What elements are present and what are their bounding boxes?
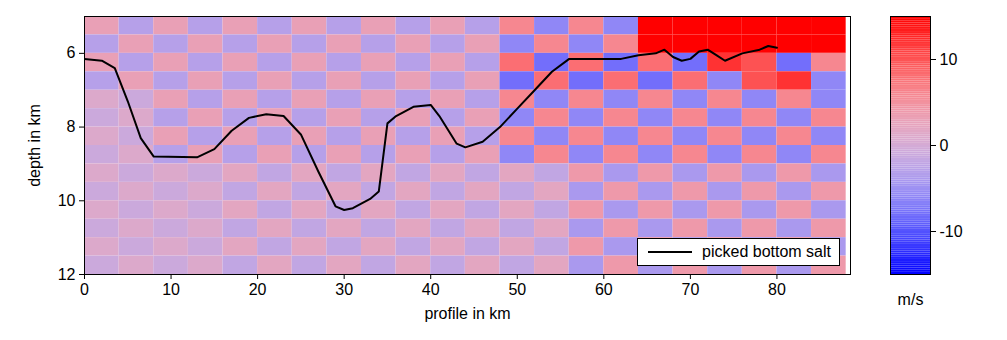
svg-text:10: 10 <box>940 51 958 68</box>
svg-text:m/s: m/s <box>898 291 924 308</box>
svg-text:50: 50 <box>508 281 526 298</box>
svg-text:depth in km: depth in km <box>26 104 43 187</box>
html-text:picked bottom salt: picked bottom salt <box>702 243 831 260</box>
svg-text:0: 0 <box>940 137 949 154</box>
svg-text:10: 10 <box>58 192 76 209</box>
svg-text:-10: -10 <box>940 223 963 240</box>
svg-text:40: 40 <box>422 281 440 298</box>
svg-text:70: 70 <box>681 281 699 298</box>
svg-text:profile in km: profile in km <box>424 305 510 322</box>
svg-text:6: 6 <box>67 44 76 61</box>
svg-text:80: 80 <box>768 281 786 298</box>
svg-text:0: 0 <box>80 281 89 298</box>
svg-text:60: 60 <box>595 281 613 298</box>
svg-text:20: 20 <box>249 281 267 298</box>
svg-text:8: 8 <box>67 118 76 135</box>
svg-text:30: 30 <box>335 281 353 298</box>
svg-text:12: 12 <box>58 266 76 283</box>
svg-text:10: 10 <box>162 281 180 298</box>
